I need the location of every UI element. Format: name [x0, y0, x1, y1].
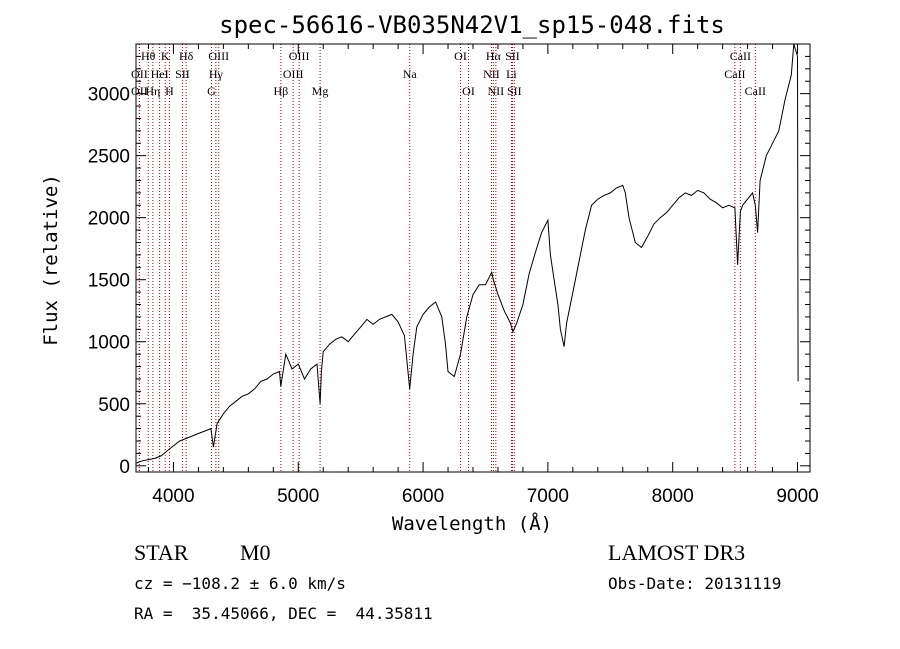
line-label-18: OI	[462, 84, 475, 98]
spectrum-line	[135, 43, 799, 464]
line-label-17: OI	[454, 49, 467, 63]
object-class: STAR	[134, 540, 189, 565]
line-label-12: Hβ	[274, 84, 289, 98]
coordinates: RA = 35.45066, DEC = 44.35811	[134, 604, 433, 623]
line-label-16: Na	[403, 67, 418, 81]
line-label-4: HeI	[151, 67, 169, 81]
y-tick-label: 500	[98, 395, 130, 416]
line-label-5: K	[161, 49, 170, 63]
x-axis-ticks: 4000 5000 6000 7000 8000 9000	[147, 44, 819, 507]
x-tick-label: 8000	[652, 486, 694, 507]
line-label-21: NII	[488, 84, 505, 98]
y-tick-label: 0	[119, 457, 130, 478]
x-tick-label: 4000	[152, 486, 194, 507]
y-axis-ticks: 0 500 1000 1500 2000 2500 3000	[88, 43, 810, 478]
line-label-19: Hα	[486, 49, 502, 63]
line-label-14: OIII	[289, 49, 310, 63]
line-label-7: SII	[175, 67, 190, 81]
redshift-info: cz = −108.2 ± 6.0 km/s	[134, 574, 346, 593]
line-label-9: OIII	[208, 49, 229, 63]
chart-title: spec-56616-VB035N42V1_sp15-048.fits	[219, 11, 725, 39]
line-label-2: OII	[131, 84, 148, 98]
line-label-6: H	[165, 84, 174, 98]
subclass: M0	[240, 540, 271, 565]
line-label-24: SII	[507, 84, 522, 98]
observation-date: Obs-Date: 20131119	[608, 574, 782, 593]
y-tick-label: 1500	[88, 271, 130, 292]
line-label-0: Hθ	[141, 49, 156, 63]
line-label-8: Hδ	[179, 49, 194, 63]
y-tick-label: 3000	[88, 85, 130, 106]
x-axis-label: Wavelength (Å)	[392, 512, 552, 535]
line-label-1: OII	[131, 67, 148, 81]
plot-frame	[135, 43, 811, 473]
x-tick-label: 6000	[402, 486, 444, 507]
x-tick-label: 9000	[776, 486, 818, 507]
line-label-25: CaII	[730, 49, 751, 63]
line-label-13: OIII	[283, 67, 304, 81]
line-label-15: Mg	[312, 84, 329, 98]
x-tick-label: 5000	[277, 486, 319, 507]
y-tick-label: 2500	[88, 147, 130, 168]
line-label-26: CaII	[724, 67, 745, 81]
line-label-27: CaII	[745, 84, 766, 98]
line-label-23: Li	[506, 67, 517, 81]
x-tick-label: 7000	[527, 486, 569, 507]
line-label-22: SII	[505, 49, 520, 63]
line-label-3: Hη	[145, 84, 160, 98]
survey-name: LAMOST DR3	[608, 540, 746, 565]
line-label-10: Hγ	[209, 67, 224, 81]
y-tick-label: 2000	[88, 209, 130, 230]
y-tick-label: 1000	[88, 333, 130, 354]
line-label-11: G	[207, 84, 216, 98]
line-label-20: NII	[483, 67, 500, 81]
y-axis-label: Flux (relative)	[40, 174, 62, 346]
emission-line-markers	[138, 44, 756, 472]
